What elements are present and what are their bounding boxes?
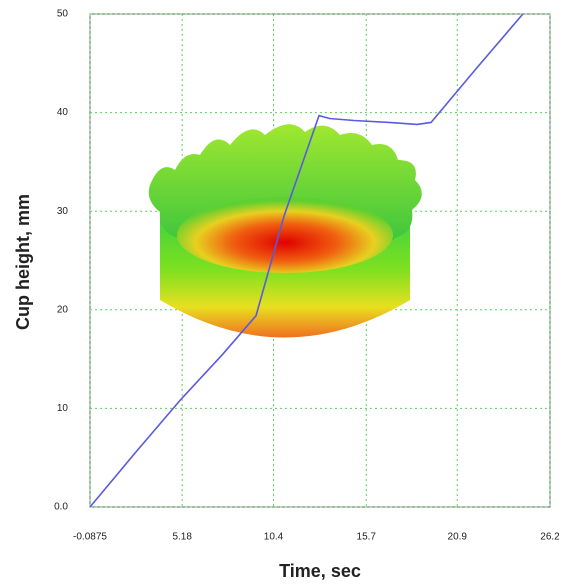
y-tick-label: 20 bbox=[57, 304, 69, 315]
cup-image bbox=[149, 124, 422, 337]
x-tick-label: 20.9 bbox=[448, 532, 468, 543]
y-tick-label: 10 bbox=[57, 403, 69, 414]
x-tick-label: 10.4 bbox=[264, 532, 284, 543]
x-tick-label: 15.7 bbox=[357, 532, 377, 543]
x-axis-title: Time, sec bbox=[279, 561, 361, 581]
y-tick-label: 0.0 bbox=[54, 502, 68, 513]
x-tick-label: -0.0875 bbox=[73, 532, 107, 543]
y-axis-title: Cup height, mm bbox=[13, 194, 33, 330]
y-tick-label: 50 bbox=[57, 9, 69, 20]
x-tick-label: 5.18 bbox=[172, 532, 192, 543]
chart: Time, sec Cup height, mm 0.0 10 20 30 40 50 -0… bbox=[0, 0, 570, 587]
y-tick-label: 40 bbox=[57, 107, 69, 118]
x-tick-label: 26.2 bbox=[540, 532, 560, 543]
y-tick-label: 30 bbox=[57, 206, 69, 217]
